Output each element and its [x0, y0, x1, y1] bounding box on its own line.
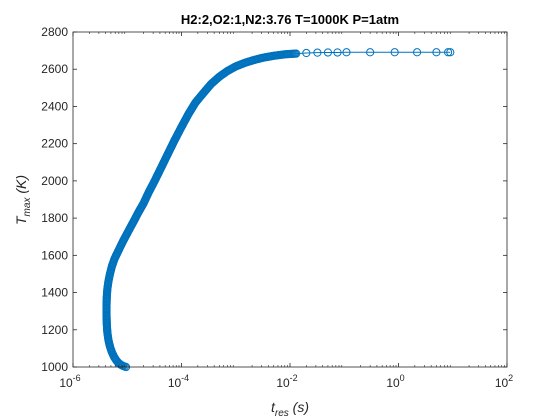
y-axis-label-sub: max	[22, 197, 33, 217]
plot-background	[73, 32, 507, 367]
x-tick-label: 10-2	[276, 373, 297, 390]
x-tick-label-base: 10	[276, 376, 290, 390]
x-tick-label-exponent: -4	[181, 373, 189, 383]
y-tick-label: 2200	[41, 137, 68, 151]
y-tick-label: 1800	[41, 211, 68, 225]
x-tick-label: 10-4	[168, 373, 189, 390]
y-axis: 1000 1200 1400 1600 1800 2000 2200 2400 2600 2800	[41, 25, 507, 374]
data-point	[432, 48, 441, 57]
x-axis-label-main: t	[271, 399, 276, 415]
data-point	[292, 49, 301, 58]
data-point	[333, 48, 342, 57]
data-point	[443, 48, 453, 57]
x-tick-label-exponent: -6	[73, 373, 81, 383]
x-tick-label-base: 10	[386, 376, 400, 390]
x-tick-label: 10-6	[59, 373, 80, 390]
y-tick-label: 1200	[41, 323, 68, 337]
data-point	[412, 48, 422, 57]
x-axis-label-sub: res	[275, 408, 289, 419]
x-tick-label-base: 10	[168, 376, 182, 390]
data-point	[366, 48, 375, 57]
x-tick-label-base: 10	[495, 376, 509, 390]
y-tick-label: 2400	[41, 99, 68, 113]
series-layer	[102, 48, 455, 372]
y-tick-label: 1600	[41, 248, 68, 262]
data-point	[313, 48, 322, 57]
data-point	[323, 48, 333, 57]
chart-title: H2:2,O2:1,N2:3.76 T=1000K P=1atm	[181, 12, 399, 27]
x-axis: 10-6 10-4 10-2 100 102	[59, 32, 513, 390]
x-tick-label-base: 10	[59, 376, 73, 390]
y-tick-label: 2000	[41, 174, 68, 188]
y-tick-label: 2600	[41, 62, 68, 76]
x-tick-label: 102	[495, 373, 513, 390]
data-point	[390, 48, 399, 57]
y-axis-label-main: T	[13, 215, 29, 225]
x-axis-label: tres (s)	[271, 399, 309, 419]
y-tick-label: 1400	[41, 286, 68, 300]
data-point	[342, 48, 351, 57]
x-tick-label-exponent: 2	[508, 373, 513, 383]
data-point	[446, 48, 455, 57]
y-tick-label: 2800	[41, 25, 68, 39]
x-tick-label-exponent: -2	[290, 373, 298, 383]
x-tick-label-exponent: 0	[400, 373, 405, 383]
x-axis-label-unit: (s)	[289, 399, 309, 415]
data-point	[302, 48, 311, 58]
x-tick-label: 100	[386, 373, 404, 390]
y-tick-label: 1000	[41, 360, 68, 374]
y-axis-label-unit: (K)	[13, 175, 29, 198]
y-axis-label: Tmax (K)	[13, 175, 33, 225]
